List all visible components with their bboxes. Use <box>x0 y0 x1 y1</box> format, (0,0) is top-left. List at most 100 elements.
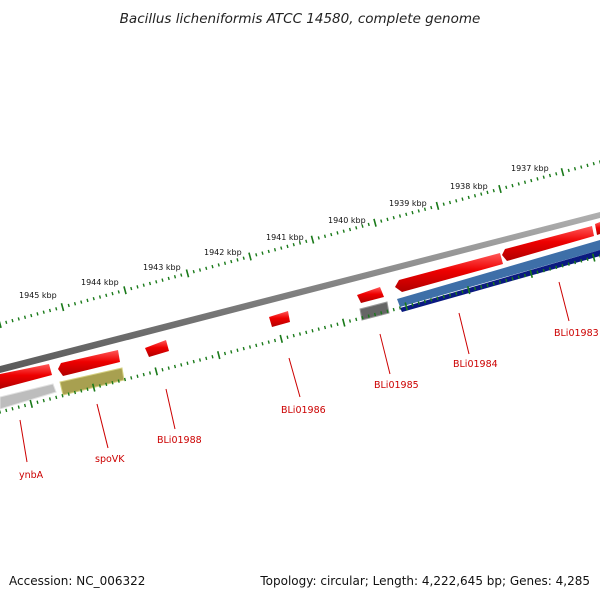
tick-mark <box>123 377 127 382</box>
tick-mark <box>560 168 565 177</box>
tick-mark <box>292 333 295 338</box>
tick-mark <box>5 408 8 413</box>
tick-mark <box>386 309 389 313</box>
tick-mark <box>11 318 14 323</box>
tick-mark <box>448 293 452 297</box>
tick-mark <box>80 300 83 304</box>
tick-mark <box>61 394 64 398</box>
tick-mark <box>486 190 489 195</box>
tick-mark <box>261 342 264 346</box>
tick-mark <box>55 307 58 311</box>
tick-mark <box>536 270 539 274</box>
tick-mark <box>48 397 52 401</box>
tick-mark <box>17 405 20 409</box>
kbp-label: 1943 kbp <box>143 263 181 272</box>
tick-mark <box>305 330 308 335</box>
tick-mark <box>380 219 383 223</box>
tick-mark <box>511 277 514 281</box>
tick-mark <box>192 269 195 274</box>
tick-mark <box>311 329 314 333</box>
tick-mark <box>155 280 158 284</box>
gene-feature[interactable] <box>359 301 390 321</box>
tick-mark <box>455 199 458 203</box>
gene-feature[interactable] <box>58 350 120 376</box>
gene-label-bli01983[interactable]: BLi01983 <box>554 328 599 339</box>
tick-mark <box>86 298 89 303</box>
tick-mark <box>348 227 352 232</box>
tick-mark <box>586 163 589 168</box>
gene-labels: ynbA spoVK BLi01988 BLi01986 BLi01985 BL… <box>19 328 599 481</box>
tick-mark <box>180 363 183 367</box>
tick-mark <box>573 260 577 265</box>
tick-mark <box>536 177 539 181</box>
tick-mark <box>567 168 570 173</box>
gene-feature[interactable] <box>59 367 125 396</box>
gene-feature[interactable] <box>145 340 169 357</box>
blue-track <box>397 240 600 307</box>
gene-feature[interactable] <box>269 311 290 327</box>
tick-mark <box>361 316 364 320</box>
tick-mark <box>417 301 420 305</box>
tick-mark <box>317 327 320 331</box>
gene-label-bli01986[interactable]: BLi01986 <box>281 405 326 416</box>
tick-mark <box>286 335 289 339</box>
gene-feature[interactable] <box>0 383 57 410</box>
tick-mark <box>286 244 289 249</box>
tick-mark <box>273 338 277 343</box>
tick-mark <box>511 183 514 188</box>
kbp-label: 1944 kbp <box>81 278 119 287</box>
tick-mark <box>186 361 189 365</box>
tick-mark <box>523 180 527 184</box>
tick-mark <box>161 278 164 282</box>
tick-mark <box>280 246 283 250</box>
tick-mark <box>355 226 358 230</box>
tick-mark <box>380 311 383 315</box>
tick-mark <box>167 276 170 281</box>
tick-mark <box>529 269 534 278</box>
tick-mark <box>323 325 327 330</box>
tick-mark <box>111 381 114 385</box>
tick-mark <box>361 224 364 228</box>
tick-mark <box>136 285 139 289</box>
gene-feature[interactable] <box>595 222 600 235</box>
tick-mark <box>573 167 577 171</box>
gene-label-spoVK[interactable]: spoVK <box>95 454 125 465</box>
tick-mark <box>167 366 170 370</box>
gene-label-ynbA[interactable]: ynbA <box>19 470 44 481</box>
tick-mark <box>298 241 302 245</box>
tick-mark <box>423 299 427 304</box>
gene-feature[interactable] <box>0 364 52 389</box>
gene-feature[interactable] <box>502 226 594 261</box>
tick-mark <box>411 303 414 307</box>
tick-mark <box>348 319 352 323</box>
kbp-labels: 1945 kbp 1944 kbp 1943 kbp 1942 kbp 1941… <box>19 164 549 300</box>
gene-label-bli01984[interactable]: BLi01984 <box>453 359 498 370</box>
tick-mark <box>442 294 445 299</box>
tick-mark <box>530 178 533 183</box>
tick-mark <box>417 209 420 213</box>
tick-mark <box>436 296 439 300</box>
tick-mark <box>30 313 33 318</box>
tick-mark <box>23 315 27 319</box>
tick-mark <box>498 184 502 194</box>
tick-mark <box>523 273 527 278</box>
tick-mark <box>73 390 77 395</box>
tick-mark <box>123 286 127 295</box>
tick-mark <box>373 312 377 317</box>
gene-label-bli01988[interactable]: BLi01988 <box>157 435 202 446</box>
tick-mark <box>230 259 233 264</box>
tick-mark <box>467 195 470 200</box>
tick-mark <box>29 399 34 408</box>
gene-feature[interactable] <box>357 287 384 303</box>
tick-mark <box>117 379 120 383</box>
tick-mark <box>373 218 377 227</box>
kbp-label: 1941 kbp <box>266 233 304 242</box>
tick-mark <box>111 291 114 296</box>
tick-mark <box>36 400 39 404</box>
tick-mark <box>223 261 227 265</box>
gene-label-bli01985[interactable]: BLi01985 <box>374 380 419 391</box>
gene-feature[interactable] <box>395 253 503 292</box>
tick-mark <box>185 269 190 278</box>
tick-mark <box>86 387 89 391</box>
tick-mark <box>405 212 408 217</box>
